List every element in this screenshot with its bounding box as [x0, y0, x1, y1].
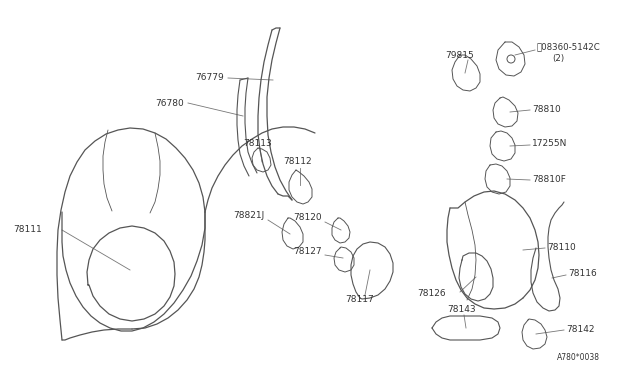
Text: A780*0038: A780*0038 [557, 353, 600, 362]
Text: 78142: 78142 [566, 324, 595, 334]
Text: Ⓝ08360-5142C: Ⓝ08360-5142C [537, 42, 601, 51]
Text: 78111: 78111 [13, 225, 42, 234]
Text: 78810: 78810 [532, 106, 561, 115]
Text: 78117: 78117 [346, 295, 374, 305]
Text: 78112: 78112 [284, 157, 312, 167]
Text: 76779: 76779 [195, 74, 224, 83]
Text: 79815: 79815 [445, 51, 474, 60]
Text: 78127: 78127 [293, 247, 322, 257]
Text: 76780: 76780 [156, 99, 184, 108]
Text: 78143: 78143 [448, 305, 476, 314]
Text: 78116: 78116 [568, 269, 596, 279]
Text: 78110: 78110 [547, 244, 576, 253]
Text: (2): (2) [552, 54, 564, 62]
Text: 17255N: 17255N [532, 140, 568, 148]
Text: 78120: 78120 [293, 212, 322, 221]
Text: 78126: 78126 [417, 289, 446, 298]
Text: 78810F: 78810F [532, 174, 566, 183]
Text: 78821J: 78821J [233, 211, 264, 219]
Text: 78113: 78113 [244, 138, 273, 148]
